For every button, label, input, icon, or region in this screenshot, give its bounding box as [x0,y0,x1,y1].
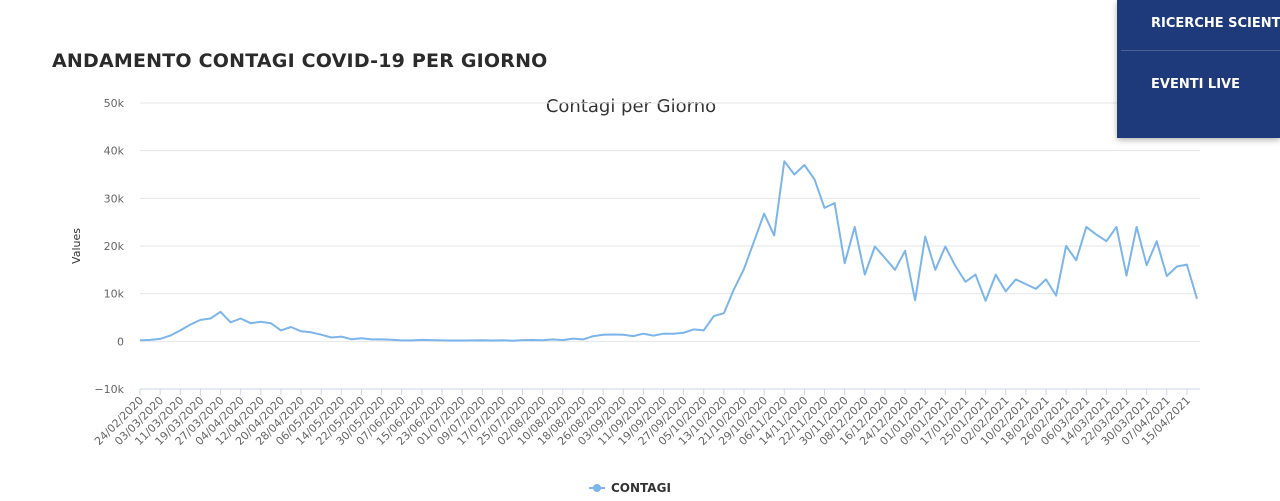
series-line [139,160,1198,342]
y-tick-label: 20k [104,240,125,253]
legend-item[interactable]: CONTAGI [589,481,671,495]
chart-title: Contagi per Giorno [546,96,716,117]
y-tick-label: 50k [104,97,125,110]
menu: RICERCHE SCIENTIFICHE EVENTI LIVE [1117,0,1280,138]
y-tick-label: 40k [104,145,125,158]
y-tick-label: −10k [94,383,124,396]
y-axis-title: Values [70,228,83,264]
y-tick-label: 30k [104,192,125,205]
page-heading: ANDAMENTO CONTAGI COVID-19 PER GIORNO [52,50,548,72]
legend-label: CONTAGI [611,481,671,495]
y-tick-label: 10k [104,288,125,301]
menu-item[interactable]: EVENTI LIVE [1151,77,1240,92]
y-tick-label: 0 [117,335,124,348]
legend-marker [593,484,601,492]
menu-item[interactable]: RICERCHE SCIENTIFICHE [1151,16,1280,31]
